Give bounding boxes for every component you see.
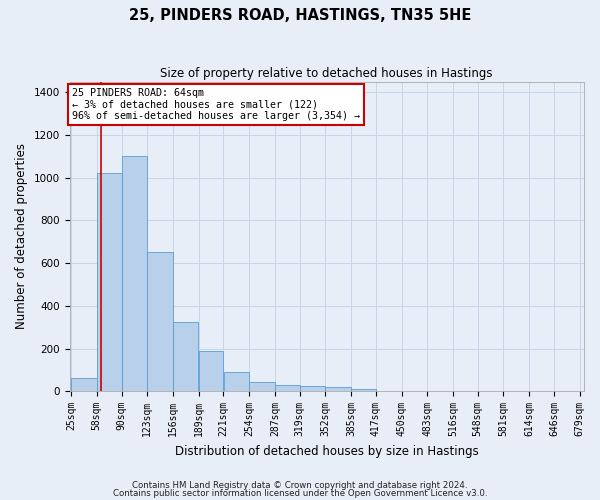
Bar bbox=[275, 385, 299, 391]
Text: 25 PINDERS ROAD: 64sqm
← 3% of detached houses are smaller (122)
96% of semi-det: 25 PINDERS ROAD: 64sqm ← 3% of detached … bbox=[72, 88, 360, 122]
Bar bbox=[224, 372, 249, 391]
Bar bbox=[199, 350, 223, 391]
X-axis label: Distribution of detached houses by size in Hastings: Distribution of detached houses by size … bbox=[175, 444, 478, 458]
Bar bbox=[351, 388, 376, 391]
Bar bbox=[249, 382, 275, 391]
Bar bbox=[71, 378, 97, 391]
Y-axis label: Number of detached properties: Number of detached properties bbox=[15, 144, 28, 330]
Text: 25, PINDERS ROAD, HASTINGS, TN35 5HE: 25, PINDERS ROAD, HASTINGS, TN35 5HE bbox=[129, 8, 471, 22]
Title: Size of property relative to detached houses in Hastings: Size of property relative to detached ho… bbox=[160, 68, 493, 80]
Bar bbox=[97, 174, 122, 391]
Bar bbox=[325, 387, 351, 391]
Bar bbox=[173, 322, 199, 391]
Bar bbox=[300, 386, 325, 391]
Text: Contains public sector information licensed under the Open Government Licence v3: Contains public sector information licen… bbox=[113, 489, 487, 498]
Bar bbox=[148, 252, 173, 391]
Text: Contains HM Land Registry data © Crown copyright and database right 2024.: Contains HM Land Registry data © Crown c… bbox=[132, 480, 468, 490]
Bar bbox=[122, 156, 147, 391]
